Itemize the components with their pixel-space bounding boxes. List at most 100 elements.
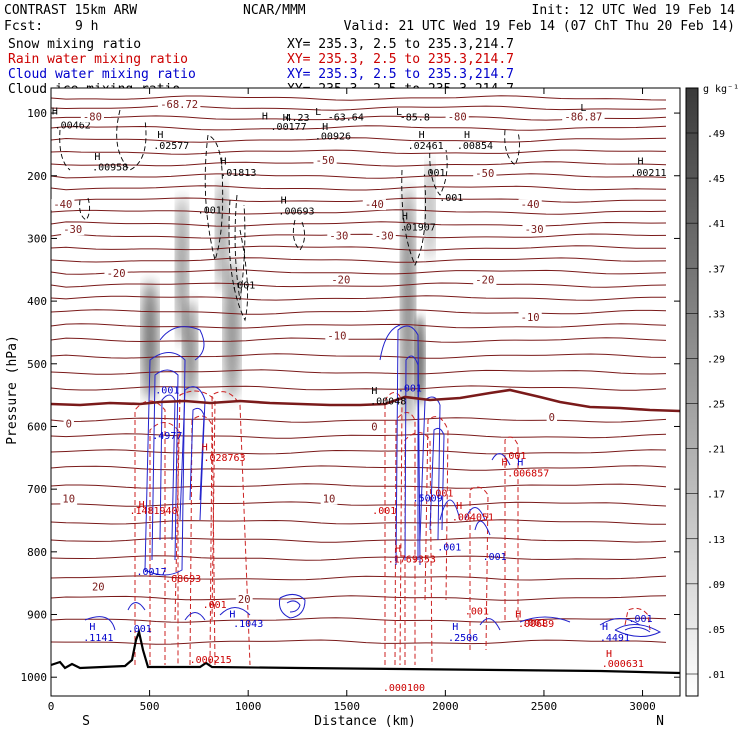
plot-frame xyxy=(50,87,681,697)
cloud-water-contour xyxy=(144,352,186,576)
contour-label: .4977 xyxy=(152,431,182,442)
south-end-label: S xyxy=(82,714,90,729)
isotherm-label-bg xyxy=(518,311,542,323)
cloud-water-contour xyxy=(219,607,251,616)
isotherm-line xyxy=(50,519,666,525)
isotherm-label-bg xyxy=(369,421,380,433)
contour-label: .001 xyxy=(198,205,222,216)
isotherm-label: -50 xyxy=(316,155,335,167)
colorbar-unit: g kg⁻¹ xyxy=(703,84,739,95)
isotherm-line xyxy=(50,617,667,623)
isotherm-label-bg xyxy=(562,111,605,123)
cloud-water-contour xyxy=(474,520,491,536)
cloud-water-contour xyxy=(439,499,461,521)
contour-label: .00462 xyxy=(55,121,91,132)
x-tick-label: 1500 xyxy=(334,700,361,713)
contour-label: H xyxy=(283,113,289,124)
contour-label: .5009 xyxy=(413,494,443,505)
contour-label: H xyxy=(322,122,328,133)
contour-label: H xyxy=(501,457,507,468)
isotherm-label: -40 xyxy=(365,199,384,211)
snow-plume xyxy=(142,280,158,400)
cloud-ice-contour xyxy=(234,194,246,301)
cloud-water-contour xyxy=(491,453,511,466)
isotherm-label: -80 xyxy=(83,111,102,123)
forecast-hour: 9 h xyxy=(75,19,98,34)
contour-label: H xyxy=(229,610,235,621)
contour-label: H xyxy=(52,106,58,117)
snow-plume xyxy=(183,300,197,400)
isotherm-label: -20 xyxy=(475,274,494,286)
contour-label: .006857 xyxy=(507,469,549,480)
isotherm-label-bg xyxy=(329,274,353,286)
isotherm-line xyxy=(50,161,667,167)
isotherm-label: -30 xyxy=(375,230,394,242)
isotherm-label: 0 xyxy=(66,418,72,430)
contour-label: H xyxy=(638,156,644,167)
contour-label: .000215 xyxy=(190,655,232,666)
isotherm-label-bg xyxy=(51,199,75,211)
contour-label: .00854 xyxy=(457,141,493,152)
y-tick-label: 400 xyxy=(27,295,47,308)
isotherm-label-bg xyxy=(327,230,351,242)
contour-label: H xyxy=(402,212,408,223)
contour-label: .01813 xyxy=(220,168,256,179)
cloud-water-contour xyxy=(519,616,571,623)
isotherm-line xyxy=(50,309,667,315)
isotherm-label-bg xyxy=(518,199,542,211)
isotherm-label-bg xyxy=(157,98,201,110)
contour-label: .02577 xyxy=(153,141,189,152)
xy-cloud-water: XY= 235.3, 2.5 to 235.3,214.7 xyxy=(287,67,514,82)
contour-label: .001 xyxy=(128,624,152,635)
isotherm-line xyxy=(50,221,667,227)
org-label: NCAR/MMM xyxy=(243,3,306,18)
snow-plume xyxy=(176,195,188,345)
isotherm-label: -80 xyxy=(448,111,467,123)
snow-plume xyxy=(401,185,415,425)
colorbar-label: .25 xyxy=(707,400,725,411)
cloud-water-contour xyxy=(151,369,179,561)
isotherm-label: -30 xyxy=(63,224,82,236)
contour-label: H xyxy=(395,544,401,555)
contour-label: .001 xyxy=(502,451,526,462)
isotherm-line xyxy=(50,417,667,423)
cloud-water-contour xyxy=(614,624,662,637)
cloud-ice-contour xyxy=(204,134,224,262)
cloud-water-contour xyxy=(179,386,206,521)
colorbar-label: .09 xyxy=(707,580,725,591)
contour-label: H xyxy=(515,610,521,621)
xy-rain: XY= 235.3, 2.5 to 235.3,214.7 xyxy=(287,52,514,67)
cloud-water-contour xyxy=(184,612,206,621)
isotherm-label: -10 xyxy=(521,312,540,324)
isotherm-line xyxy=(50,501,667,507)
isotherm-label-bg xyxy=(473,167,497,179)
contour-label: .001 xyxy=(398,383,422,394)
contour-label: H xyxy=(452,622,458,633)
colorbar-label: .17 xyxy=(707,490,725,501)
colorbar-label: .21 xyxy=(707,445,725,456)
isotherm-line xyxy=(50,95,667,101)
valid-time: Valid: 21 UTC Wed 19 Feb 14 (07 ChT Thu … xyxy=(344,19,735,34)
cloud-water-contour xyxy=(479,618,501,631)
cloud-ice-contour xyxy=(228,199,249,322)
isotherm-label: -30 xyxy=(329,230,348,242)
cloud-ice-contour xyxy=(59,129,71,171)
isotherm-label-bg xyxy=(473,274,497,286)
contour-label: .000631 xyxy=(602,659,644,670)
isotherm-label: -50 xyxy=(475,168,494,180)
x-tick-label: 2000 xyxy=(432,700,459,713)
isotherm-label: -40 xyxy=(53,199,72,211)
contour-label: -63.64 xyxy=(328,113,364,124)
isotherm-label: 10 xyxy=(323,494,336,506)
legend-rain: Rain water mixing ratio xyxy=(8,52,188,67)
isotherm-line xyxy=(50,233,667,239)
contour-label: -85.8 xyxy=(400,113,430,124)
isotherm-label: -20 xyxy=(107,268,126,280)
cloud-ice-contour xyxy=(429,144,448,196)
x-tick-label: 2500 xyxy=(531,700,558,713)
cloud-water-contour xyxy=(159,326,205,361)
isotherm-line xyxy=(50,269,667,275)
cloud-water-contour xyxy=(404,355,419,561)
cloud-water-contour xyxy=(429,427,445,531)
legend-cloud-water: Cloud water mixing ratio xyxy=(8,67,196,82)
